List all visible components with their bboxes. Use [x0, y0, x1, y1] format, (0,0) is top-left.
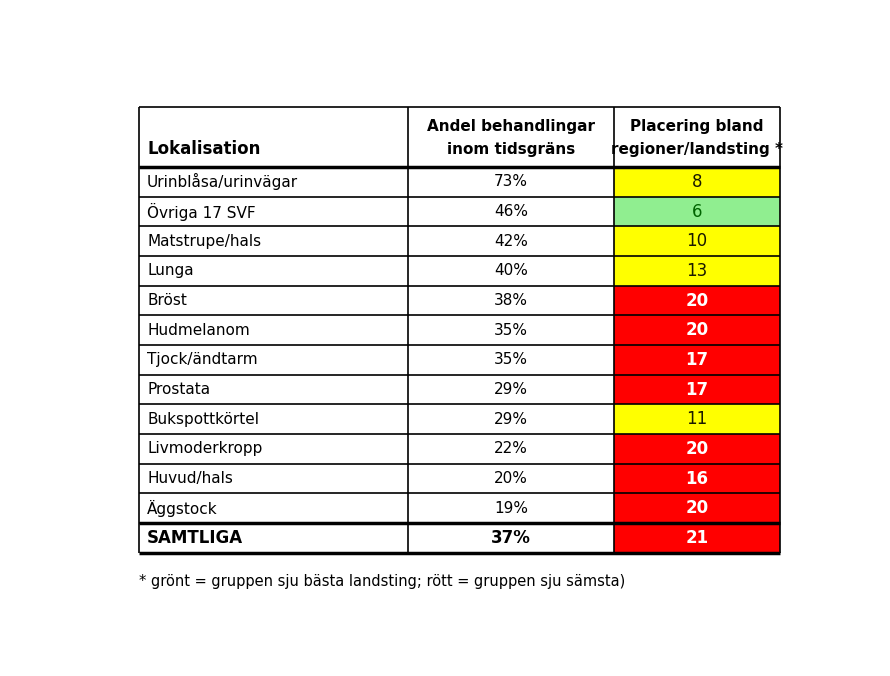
- Bar: [409, 493, 613, 523]
- Text: Övriga 17 SVF: Övriga 17 SVF: [147, 203, 255, 220]
- Text: 16: 16: [685, 470, 708, 487]
- Text: 42%: 42%: [494, 234, 528, 249]
- Text: 11: 11: [686, 410, 708, 428]
- Text: Matstrupe/hals: Matstrupe/hals: [147, 234, 262, 249]
- Text: 40%: 40%: [494, 264, 528, 279]
- Bar: [409, 197, 613, 226]
- Text: 20: 20: [685, 321, 708, 339]
- Bar: [139, 226, 409, 256]
- Bar: [613, 404, 781, 434]
- Text: 38%: 38%: [494, 293, 528, 308]
- Bar: [139, 375, 409, 404]
- Bar: [613, 256, 781, 286]
- Bar: [139, 493, 409, 523]
- Bar: [613, 523, 781, 553]
- Text: Hudmelanom: Hudmelanom: [147, 322, 250, 338]
- Text: Urinblåsa/urinvägar: Urinblåsa/urinvägar: [147, 173, 298, 191]
- Bar: [139, 345, 409, 375]
- Text: 21: 21: [685, 529, 708, 547]
- Bar: [613, 197, 781, 226]
- Bar: [409, 256, 613, 286]
- Bar: [409, 464, 613, 493]
- Bar: [613, 167, 781, 197]
- Text: 29%: 29%: [494, 412, 528, 427]
- Bar: [409, 315, 613, 345]
- Text: 10: 10: [686, 232, 708, 250]
- Bar: [409, 404, 613, 434]
- Bar: [139, 315, 409, 345]
- Text: 13: 13: [686, 262, 708, 280]
- Bar: [613, 226, 781, 256]
- Text: Lokalisation: Lokalisation: [147, 140, 261, 158]
- Bar: [139, 404, 409, 434]
- Text: 17: 17: [685, 351, 708, 369]
- Bar: [139, 256, 409, 286]
- Bar: [139, 167, 409, 197]
- Bar: [613, 345, 781, 375]
- Bar: [409, 286, 613, 315]
- Bar: [139, 107, 409, 167]
- Text: regioner/landsting *: regioner/landsting *: [611, 141, 783, 157]
- Text: 19%: 19%: [494, 501, 528, 516]
- Bar: [613, 464, 781, 493]
- Bar: [139, 286, 409, 315]
- Bar: [139, 197, 409, 226]
- Bar: [409, 375, 613, 404]
- Bar: [409, 345, 613, 375]
- Text: 20: 20: [685, 291, 708, 310]
- Text: 20: 20: [685, 440, 708, 458]
- Text: 29%: 29%: [494, 382, 528, 397]
- Text: Bukspottkörtel: Bukspottkörtel: [147, 412, 259, 427]
- Text: * grönt = gruppen sju bästa landsting; rött = gruppen sju sämsta): * grönt = gruppen sju bästa landsting; r…: [139, 573, 625, 589]
- Text: 46%: 46%: [494, 204, 528, 219]
- Bar: [613, 286, 781, 315]
- Text: 8: 8: [692, 173, 702, 191]
- Text: Prostata: Prostata: [147, 382, 210, 397]
- Text: 35%: 35%: [494, 322, 528, 338]
- Text: 20: 20: [685, 499, 708, 517]
- Text: Lunga: Lunga: [147, 264, 194, 279]
- Text: 73%: 73%: [494, 174, 528, 189]
- Text: 22%: 22%: [494, 441, 528, 456]
- Bar: [139, 464, 409, 493]
- Text: 20%: 20%: [494, 471, 528, 486]
- Bar: [409, 167, 613, 197]
- Text: Äggstock: Äggstock: [147, 500, 218, 516]
- Text: 6: 6: [692, 203, 702, 220]
- Text: Tjock/ändtarm: Tjock/ändtarm: [147, 352, 258, 367]
- Bar: [613, 375, 781, 404]
- Text: 35%: 35%: [494, 352, 528, 367]
- Bar: [409, 226, 613, 256]
- Text: SAMTLIGA: SAMTLIGA: [147, 529, 243, 547]
- Text: Placering bland: Placering bland: [630, 119, 764, 134]
- Bar: [613, 315, 781, 345]
- Text: inom tidsgräns: inom tidsgräns: [447, 141, 575, 157]
- Text: Huvud/hals: Huvud/hals: [147, 471, 233, 486]
- Bar: [613, 434, 781, 464]
- Text: 17: 17: [685, 381, 708, 399]
- Bar: [409, 434, 613, 464]
- Bar: [409, 523, 613, 553]
- Bar: [613, 493, 781, 523]
- Text: Bröst: Bröst: [147, 293, 187, 308]
- Bar: [613, 107, 781, 167]
- Bar: [139, 434, 409, 464]
- Bar: [139, 523, 409, 553]
- Text: Livmoderkropp: Livmoderkropp: [147, 441, 263, 456]
- Text: Andel behandlingar: Andel behandlingar: [427, 119, 595, 134]
- Text: 37%: 37%: [491, 529, 530, 547]
- Bar: [409, 107, 613, 167]
